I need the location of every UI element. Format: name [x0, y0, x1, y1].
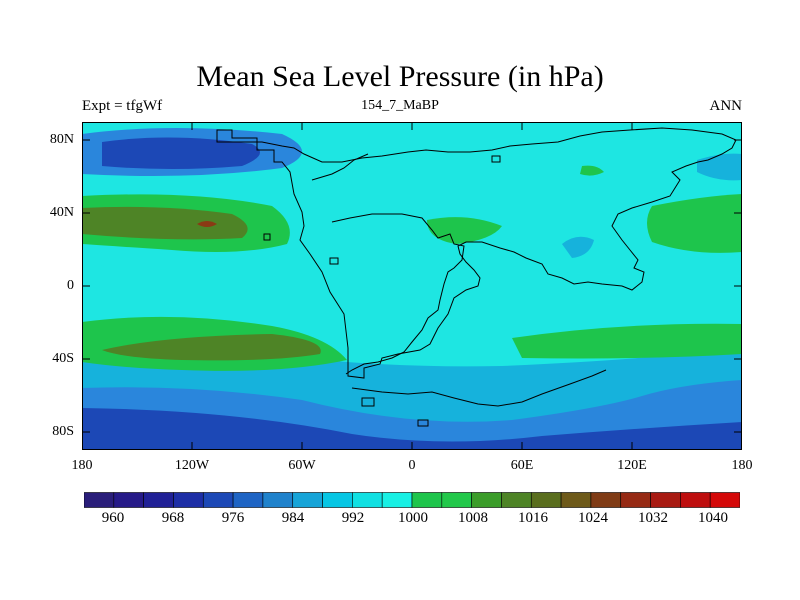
colorbar-label-1024: 1024 — [578, 510, 608, 526]
island-outline-4 — [329, 257, 339, 265]
island-outline-2 — [417, 419, 429, 427]
colorbar-label-960: 960 — [101, 510, 125, 526]
colorbar-label-984: 984 — [281, 510, 305, 526]
coastline — [216, 127, 737, 379]
colorbar-label-976: 976 — [221, 510, 245, 526]
colorbar-swatch — [113, 492, 144, 508]
colorbar-swatch — [381, 492, 413, 508]
lon-tick-0: 0 — [408, 458, 416, 473]
colorbar-label-1000: 1000 — [398, 510, 428, 526]
lat-tick-marks — [82, 139, 742, 433]
greenland-coast — [311, 153, 369, 181]
colorbar-swatch — [84, 492, 115, 508]
colorbar-swatch — [620, 492, 651, 508]
map-title: Mean Sea Level Pressure (in hPa) — [196, 60, 604, 93]
pacific-edge-low — [82, 263, 112, 282]
peak-high — [197, 221, 217, 227]
colorbar-swatch — [680, 492, 711, 508]
colorbar-swatch — [530, 492, 562, 508]
colorbar-swatch — [411, 492, 443, 508]
antarctic-coast — [351, 369, 607, 407]
lon-tick-60e: 60E — [510, 458, 534, 473]
colorbar — [84, 492, 740, 508]
colorbar-swatch — [352, 492, 383, 508]
colorbar-swatch — [441, 492, 472, 508]
colorbar-swatch — [560, 492, 592, 508]
tethys-high — [427, 217, 502, 244]
island-outline-1 — [361, 397, 375, 407]
colorbar-swatch — [232, 492, 264, 508]
lat-tick-80n: 80N — [49, 132, 74, 147]
colorbar-label-1040: 1040 — [698, 510, 728, 526]
season-label: ANN — [709, 98, 743, 114]
lon-tick-marks — [191, 122, 633, 450]
lon-tick-180w: 180 — [71, 458, 93, 473]
north-pacific-low-core — [102, 137, 260, 169]
experiment-label: Expt = tfgWf — [82, 98, 163, 114]
lat-tick-40n: 40N — [49, 205, 74, 220]
colorbar-label-968: 968 — [161, 510, 185, 526]
island-outline-5 — [491, 155, 501, 163]
africa-coast — [331, 213, 465, 375]
polar-high-patch — [580, 165, 604, 176]
lon-tick-180e: 180 — [731, 458, 753, 473]
colorbar-swatch — [590, 492, 622, 508]
lon-tick-120w: 120W — [174, 458, 210, 473]
period-label: 154_7_MaBP — [361, 98, 439, 113]
colorbar-label-1008: 1008 — [458, 510, 488, 526]
colorbar-label-992: 992 — [341, 510, 365, 526]
north-pacific-strong-high — [82, 206, 248, 240]
colorbar-swatch — [173, 492, 204, 508]
lon-tick-60w: 60W — [288, 458, 316, 473]
colorbar-swatch — [143, 492, 174, 508]
colorbar-swatch — [262, 492, 294, 508]
north-atlantic-high — [647, 194, 742, 253]
colorbar-swatch — [292, 492, 323, 508]
pressure-map — [82, 122, 742, 450]
colorbar-swatch — [650, 492, 681, 508]
island-outline-3 — [263, 233, 271, 241]
lat-tick-80s: 80S — [52, 424, 74, 439]
colorbar-label-1032: 1032 — [638, 510, 668, 526]
lon-tick-120e: 120E — [617, 458, 647, 473]
lat-tick-0: 0 — [67, 278, 74, 293]
colorbar-swatch — [709, 492, 740, 508]
south-indian-high — [512, 323, 742, 359]
south-pacific-strong-high — [102, 334, 321, 361]
colorbar-swatch — [501, 492, 532, 508]
colorbar-swatch — [202, 492, 234, 508]
asian-low — [562, 236, 594, 258]
southern-deep-low — [82, 408, 742, 450]
colorbar-swatch — [471, 492, 502, 508]
lat-tick-40s: 40S — [52, 351, 74, 366]
colorbar-label-1016: 1016 — [518, 510, 548, 526]
colorbar-swatch — [322, 492, 353, 508]
